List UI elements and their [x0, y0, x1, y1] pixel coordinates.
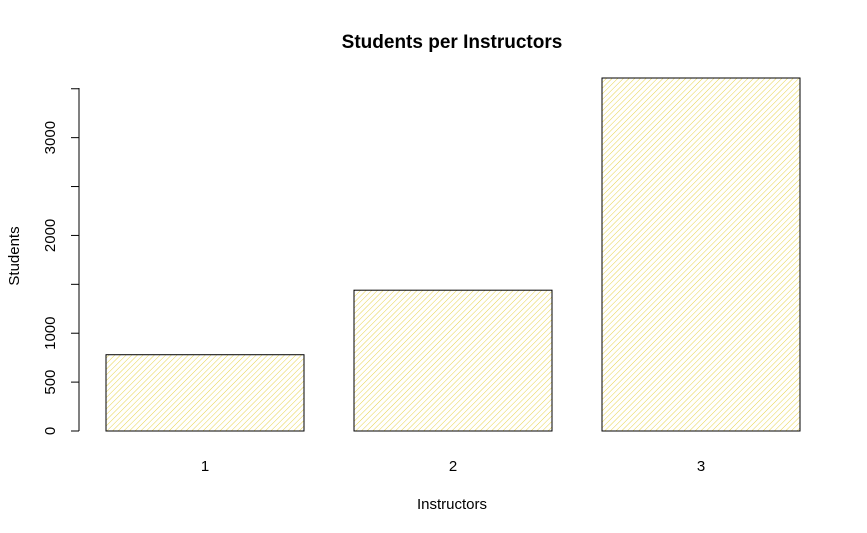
bar-1 [105, 354, 305, 432]
x-tick-label: 2 [449, 458, 457, 475]
x-tick-label: 1 [201, 458, 209, 475]
y-tick-label: 3000 [42, 121, 59, 154]
bar-3 [601, 77, 801, 432]
bar-2 [353, 289, 553, 432]
y-tick-label: 2000 [42, 219, 59, 252]
x-axis-label: Instructors [417, 496, 487, 513]
y-tick-label: 0 [42, 427, 59, 435]
bars [105, 77, 801, 432]
y-axis-label: Students [6, 226, 23, 285]
y-tick-label: 500 [42, 370, 59, 395]
y-tick-label: 1000 [42, 317, 59, 350]
chart-title: Students per Instructors [342, 32, 563, 53]
x-tick-labels: 1 2 3 [201, 458, 705, 475]
x-tick-label: 3 [697, 458, 705, 475]
y-axis: 0 500 1000 2000 3000 [42, 88, 80, 435]
